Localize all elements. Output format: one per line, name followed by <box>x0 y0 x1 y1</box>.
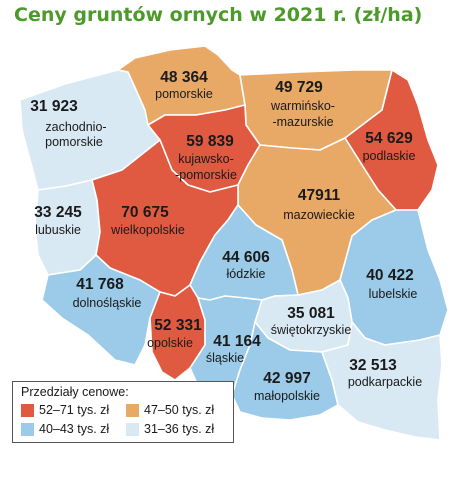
region-malopolskie[interactable] <box>231 321 339 421</box>
name-zachodniopomorskie-line2: pomorskie <box>45 135 103 149</box>
legend-label-47-50: 47–50 tys. zł <box>144 403 215 417</box>
value-podlaskie: 54 629 <box>365 130 413 147</box>
name-slaskie: śląskie <box>206 351 244 365</box>
name-podkarpackie: podkarpackie <box>348 375 422 389</box>
region-podkarpackie[interactable] <box>321 321 443 441</box>
legend-swatch-40-43 <box>21 422 34 436</box>
value-zachodniopomorskie: 31 923 <box>30 98 78 115</box>
legend-label-31-36: 31–36 tys. zł <box>144 422 215 436</box>
name-warminsko-mazurskie-line2: -mazurskie <box>272 115 333 129</box>
name-lodzkie: łódzkie <box>227 267 266 281</box>
value-swietokrzyskie: 35 081 <box>287 305 335 322</box>
map-title: Ceny gruntów ornych w 2021 r. (zł/ha) <box>14 4 423 26</box>
regions-layer <box>19 45 449 441</box>
legend-swatch-31-36 <box>126 422 139 436</box>
legend-box: Przedziały cenowe: 52–71 tys. zł 47–50 t… <box>12 381 234 443</box>
name-kujawsko-pomorskie-line2: -pomorskie <box>175 168 237 182</box>
name-kujawsko-pomorskie-line1: kujawsko- <box>178 152 234 166</box>
value-malopolskie: 42 997 <box>263 370 310 387</box>
value-warminsko-mazurskie: 49 729 <box>275 79 323 96</box>
value-lodzkie: 44 606 <box>222 249 270 266</box>
value-lubuskie: 33 245 <box>34 204 82 221</box>
name-dolnoslaskie: dolnośląskie <box>73 296 142 310</box>
name-wielkopolskie: wielkopolskie <box>110 223 185 237</box>
legend-swatch-52-71 <box>21 403 34 417</box>
name-lubelskie: lubelskie <box>369 287 418 301</box>
legend-title: Przedziały cenowe: <box>21 385 129 399</box>
legend-label-40-43: 40–43 tys. zł <box>39 422 110 436</box>
value-mazowieckie: 47911 <box>298 187 341 204</box>
value-podkarpackie: 32 513 <box>349 357 397 374</box>
legend-item-31-36: 31–36 tys. zł <box>126 422 214 436</box>
value-kujawsko-pomorskie: 59 839 <box>186 133 234 150</box>
name-opolskie: opolskie <box>147 336 193 350</box>
name-malopolskie: małopolskie <box>254 389 320 403</box>
value-opolskie: 52 331 <box>154 317 202 334</box>
name-podlaskie: podlaskie <box>363 149 416 163</box>
legend-item-47-50: 47–50 tys. zł <box>126 403 214 417</box>
name-mazowieckie: mazowieckie <box>283 208 355 222</box>
legend-item-52-71: 52–71 tys. zł <box>21 403 109 417</box>
name-lubuskie: lubuskie <box>35 223 81 237</box>
name-swietokrzyskie: świętokrzyskie <box>271 323 352 337</box>
legend-item-40-43: 40–43 tys. zł <box>21 422 109 436</box>
value-slaskie: 41 164 <box>213 333 261 350</box>
name-zachodniopomorskie-line1: zachodnio- <box>45 120 106 134</box>
labels-layer: 31 923 zachodnio- pomorskie 48 364 pomor… <box>30 69 422 403</box>
value-lubelskie: 40 422 <box>366 267 413 284</box>
legend-swatch-47-50 <box>126 403 139 417</box>
value-pomorskie: 48 364 <box>160 69 208 86</box>
name-pomorskie: pomorskie <box>155 87 213 101</box>
region-dolnoslaskie[interactable] <box>41 254 161 366</box>
name-warminsko-mazurskie-line1: warmińsko- <box>270 99 335 113</box>
value-wielkopolskie: 70 675 <box>121 204 169 221</box>
value-dolnoslaskie: 41 768 <box>76 276 124 293</box>
legend-label-52-71: 52–71 tys. zł <box>39 403 110 417</box>
